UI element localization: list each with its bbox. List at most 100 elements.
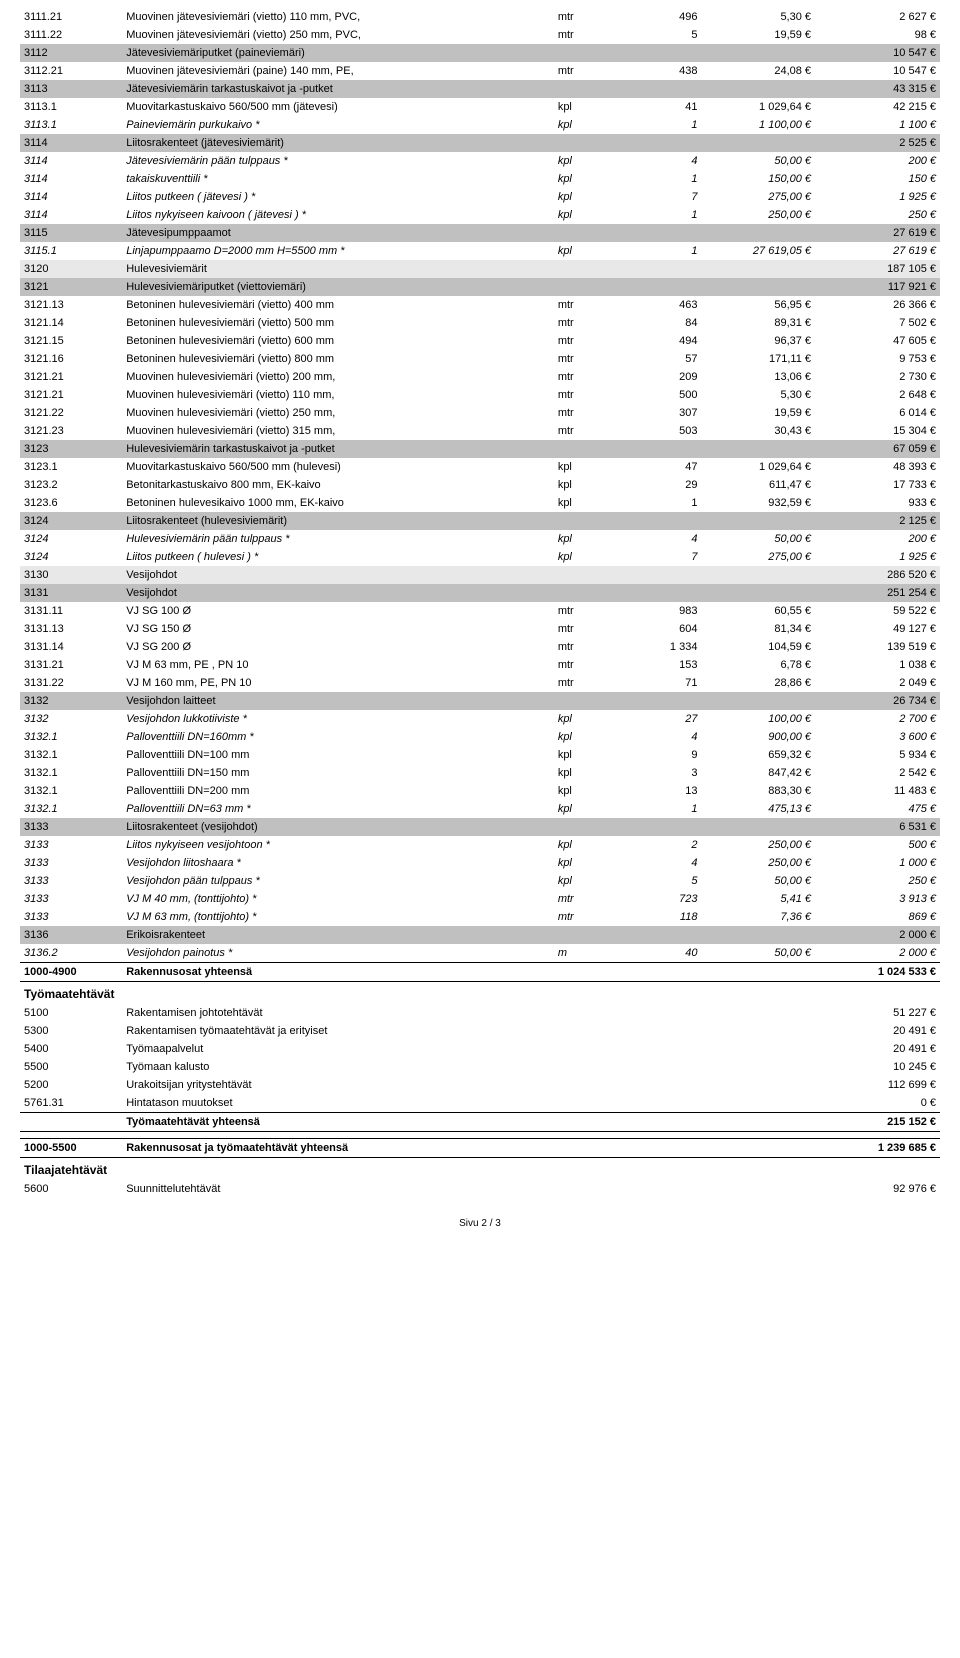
unit-cell: mtr: [554, 674, 599, 692]
amt-cell: 2 730 €: [815, 368, 940, 386]
rate-cell: 27 619,05 €: [701, 242, 815, 260]
unit-cell: kpl: [554, 872, 599, 890]
amt-cell: 15 304 €: [815, 422, 940, 440]
desc-cell: Rakennusosat ja työmaatehtävät yhteensä: [122, 1139, 554, 1158]
desc-cell: Vesijohdot: [122, 584, 554, 602]
desc-cell: Liitosrakenteet (hulevesiviemärit): [122, 512, 554, 530]
rate-cell: 28,86 €: [701, 674, 815, 692]
qty-cell: [599, 1004, 701, 1022]
unit-cell: [554, 512, 599, 530]
code-cell: 3132.1: [20, 800, 122, 818]
table-row: 3121.13Betoninen hulevesiviemäri (vietto…: [20, 296, 940, 314]
amt-cell: 2 000 €: [815, 944, 940, 963]
amt-cell: 49 127 €: [815, 620, 940, 638]
table-row: 3131Vesijohdot251 254 €: [20, 584, 940, 602]
desc-cell: Betoninen hulevesikaivo 1000 mm, EK-kaiv…: [122, 494, 554, 512]
desc-cell: takaiskuventtiili *: [122, 170, 554, 188]
unit-cell: kpl: [554, 494, 599, 512]
table-row: [20, 1132, 940, 1139]
code-cell: 3114: [20, 188, 122, 206]
unit-cell: [554, 278, 599, 296]
table-row: 5400Työmaapalvelut20 491 €: [20, 1040, 940, 1058]
amt-cell: 17 733 €: [815, 476, 940, 494]
qty-cell: [599, 963, 701, 982]
table-row: 3114Liitos nykyiseen kaivoon ( jätevesi …: [20, 206, 940, 224]
code-cell: 3112.21: [20, 62, 122, 80]
qty-cell: 5: [599, 872, 701, 890]
amt-cell: 6 531 €: [815, 818, 940, 836]
qty-cell: 13: [599, 782, 701, 800]
table-row: 3123.1Muovitarkastuskaivo 560/500 mm (hu…: [20, 458, 940, 476]
code-cell: 3121.21: [20, 386, 122, 404]
rate-cell: 24,08 €: [701, 62, 815, 80]
rate-cell: 100,00 €: [701, 710, 815, 728]
unit-cell: mtr: [554, 8, 599, 26]
desc-cell: Jätevesiviemäriputket (paineviemäri): [122, 44, 554, 62]
amt-cell: 215 152 €: [815, 1113, 940, 1132]
qty-cell: 41: [599, 98, 701, 116]
code-cell: 3121.14: [20, 314, 122, 332]
rate-cell: [701, 134, 815, 152]
rate-cell: [701, 1139, 815, 1158]
rate-cell: [701, 1113, 815, 1132]
qty-cell: 983: [599, 602, 701, 620]
desc-cell: Muovinen hulevesiviemäri (vietto) 200 mm…: [122, 368, 554, 386]
code-cell: 3114: [20, 134, 122, 152]
desc-cell: Palloventtiili DN=63 mm *: [122, 800, 554, 818]
amt-cell: 2 000 €: [815, 926, 940, 944]
unit-cell: mtr: [554, 602, 599, 620]
code-cell: 5200: [20, 1076, 122, 1094]
table-row: 1000-5500Rakennusosat ja työmaatehtävät …: [20, 1139, 940, 1158]
table-row: Tilaajatehtävät: [20, 1158, 940, 1181]
unit-cell: [554, 692, 599, 710]
code-cell: 3121.21: [20, 368, 122, 386]
rate-cell: 7,36 €: [701, 908, 815, 926]
qty-cell: 5: [599, 26, 701, 44]
table-row: 3132.1Palloventtiili DN=160mm *kpl4900,0…: [20, 728, 940, 746]
qty-cell: [599, 566, 701, 584]
amt-cell: 2 125 €: [815, 512, 940, 530]
table-row: 3133Liitos nykyiseen vesijohtoon *kpl225…: [20, 836, 940, 854]
table-row: 3124Liitosrakenteet (hulevesiviemärit) 2 …: [20, 512, 940, 530]
amt-cell: 0 €: [815, 1094, 940, 1113]
table-row: 1000-4900Rakennusosat yhteensä1 024 533 …: [20, 963, 940, 982]
qty-cell: 9: [599, 746, 701, 764]
code-cell: 3124: [20, 512, 122, 530]
rate-cell: 250,00 €: [701, 206, 815, 224]
amt-cell: 2 542 €: [815, 764, 940, 782]
code-cell: 1000-4900: [20, 963, 122, 982]
table-row: 3133Vesijohdon liitoshaara *kpl4250,00 €…: [20, 854, 940, 872]
desc-cell: Suunnittelutehtävät: [122, 1180, 554, 1198]
table-row: 3123.6Betoninen hulevesikaivo 1000 mm, E…: [20, 494, 940, 512]
code-cell: 3132.1: [20, 782, 122, 800]
code-cell: 3114: [20, 152, 122, 170]
amt-cell: 1 925 €: [815, 548, 940, 566]
code-cell: 3136: [20, 926, 122, 944]
unit-cell: kpl: [554, 530, 599, 548]
desc-cell: Muovinen hulevesiviemäri (vietto) 250 mm…: [122, 404, 554, 422]
amt-cell: 98 €: [815, 26, 940, 44]
unit-cell: mtr: [554, 890, 599, 908]
table-row: 3121.21Muovinen hulevesiviemäri (vietto)…: [20, 368, 940, 386]
code-cell: 1000-5500: [20, 1139, 122, 1158]
qty-cell: 4: [599, 728, 701, 746]
table-row: 5100Rakentamisen johtotehtävät51 227 €: [20, 1004, 940, 1022]
code-cell: 3121.23: [20, 422, 122, 440]
rate-cell: 847,42 €: [701, 764, 815, 782]
rate-cell: 30,43 €: [701, 422, 815, 440]
rate-cell: [701, 566, 815, 584]
table-row: 3131.21VJ M 63 mm, PE , PN 10mtr1536,78 …: [20, 656, 940, 674]
table-row: 3121.15Betoninen hulevesiviemäri (vietto…: [20, 332, 940, 350]
desc-cell: Paineviemärin purkukaivo *: [122, 116, 554, 134]
section-title: Tilaajatehtävät: [20, 1158, 940, 1181]
amt-cell: 11 483 €: [815, 782, 940, 800]
rate-cell: 5,30 €: [701, 386, 815, 404]
table-row: 5300Rakentamisen työmaatehtävät ja erity…: [20, 1022, 940, 1040]
rate-cell: [701, 1004, 815, 1022]
desc-cell: Jätevesiviemärin pään tulppaus *: [122, 152, 554, 170]
unit-cell: mtr: [554, 620, 599, 638]
amt-cell: 26 366 €: [815, 296, 940, 314]
desc-cell: Palloventtiili DN=100 mm: [122, 746, 554, 764]
unit-cell: [554, 1004, 599, 1022]
table-row: 3131.14VJ SG 200 Ømtr1 334104,59 €139 51…: [20, 638, 940, 656]
